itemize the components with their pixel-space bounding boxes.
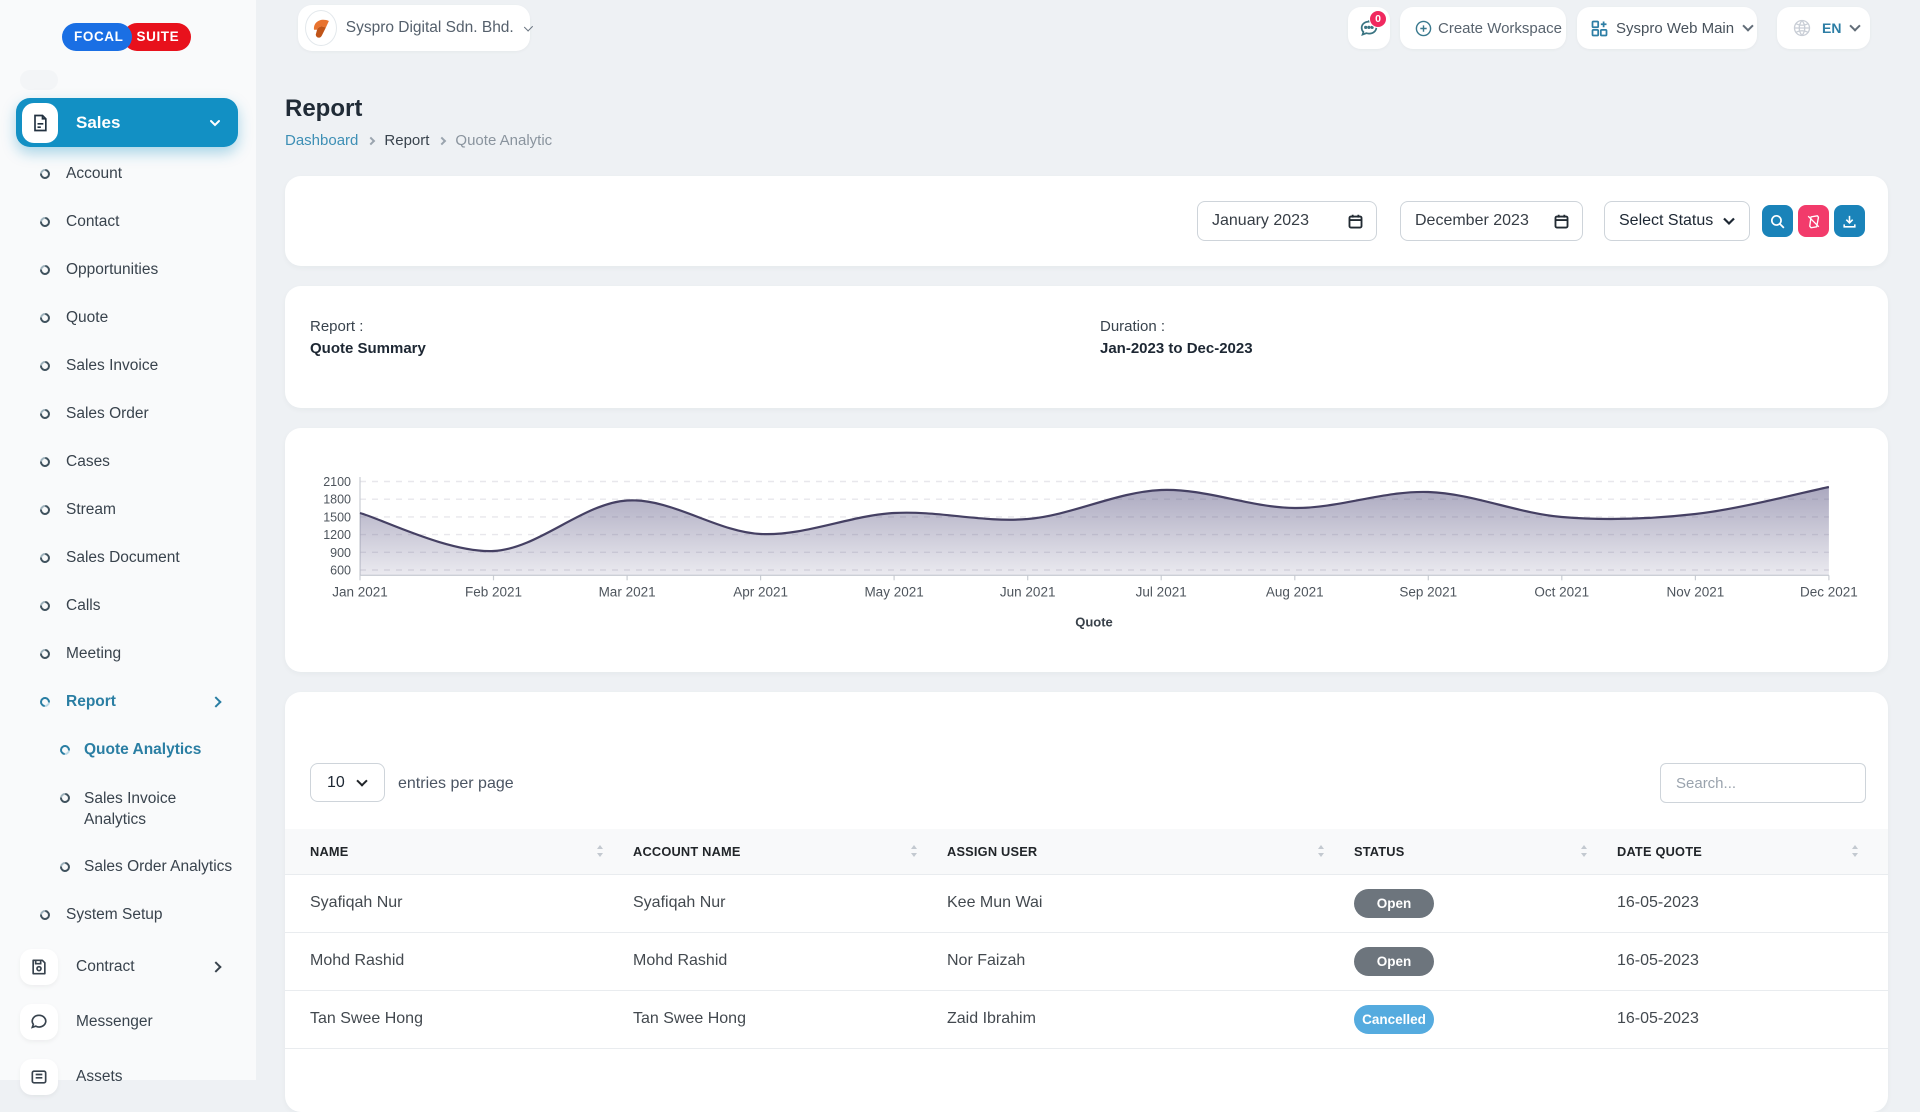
svg-text:Feb 2021: Feb 2021 — [465, 585, 522, 600]
svg-text:Oct 2021: Oct 2021 — [1534, 585, 1589, 600]
svg-text:1800: 1800 — [323, 493, 351, 507]
svg-text:2100: 2100 — [323, 475, 351, 489]
svg-text:Jul 2021: Jul 2021 — [1136, 585, 1187, 600]
svg-text:Nov 2021: Nov 2021 — [1667, 585, 1725, 600]
svg-text:Aug 2021: Aug 2021 — [1266, 585, 1324, 600]
svg-text:Dec 2021: Dec 2021 — [1800, 585, 1858, 600]
svg-text:1500: 1500 — [323, 510, 351, 524]
svg-text:Apr 2021: Apr 2021 — [733, 585, 788, 600]
svg-text:Sep 2021: Sep 2021 — [1399, 585, 1457, 600]
svg-text:Quote: Quote — [1075, 615, 1113, 630]
svg-text:May 2021: May 2021 — [864, 585, 923, 600]
svg-text:900: 900 — [330, 546, 351, 560]
svg-text:Mar 2021: Mar 2021 — [599, 585, 656, 600]
svg-text:1200: 1200 — [323, 528, 351, 542]
svg-text:Jun 2021: Jun 2021 — [1000, 585, 1056, 600]
svg-text:Jan 2021: Jan 2021 — [332, 585, 388, 600]
svg-text:600: 600 — [330, 564, 351, 578]
